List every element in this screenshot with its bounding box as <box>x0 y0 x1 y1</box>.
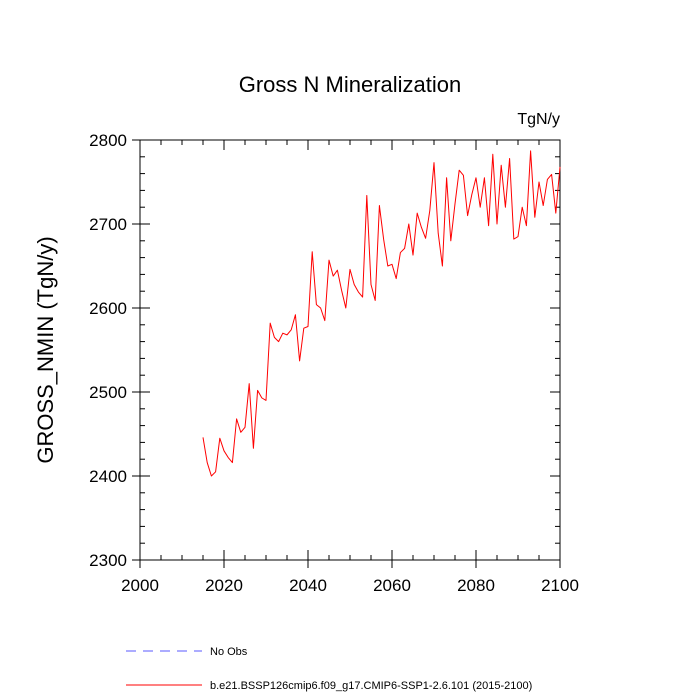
y-tick-label: 2600 <box>89 299 127 318</box>
x-tick-label: 2080 <box>457 576 495 595</box>
x-tick-label: 2040 <box>289 576 327 595</box>
legend-label-series: b.e21.BSSP126cmip6.f09_g17.CMIP6-SSP1-2.… <box>210 680 532 692</box>
x-tick-label: 2060 <box>373 576 411 595</box>
y-tick-label: 2400 <box>89 467 127 486</box>
x-tick-label: 2020 <box>205 576 243 595</box>
legend-label-no-obs: No Obs <box>210 646 248 658</box>
plot-area: 2000 2020 2040 2060 2080 2100 2300 2400 2500 2600… <box>89 131 579 595</box>
y-tick-label: 2500 <box>89 383 127 402</box>
y-tick-label: 2300 <box>89 551 127 570</box>
chart-title: Gross N Mineralization <box>239 72 462 97</box>
x-tick-label: 2100 <box>541 576 579 595</box>
legend: No Obs b.e21.BSSP126cmip6.f09_g17.CMIP6-… <box>126 646 532 692</box>
y-axis-label: GROSS_NMIN (TgN/y) <box>33 236 58 463</box>
plot-frame <box>139 139 561 561</box>
units-label: TgN/y <box>517 111 560 128</box>
y-tick-label: 2700 <box>89 215 127 234</box>
x-tick-label: 2000 <box>121 576 159 595</box>
series-line-0 <box>202 150 561 477</box>
y-tick-label: 2800 <box>89 131 127 150</box>
